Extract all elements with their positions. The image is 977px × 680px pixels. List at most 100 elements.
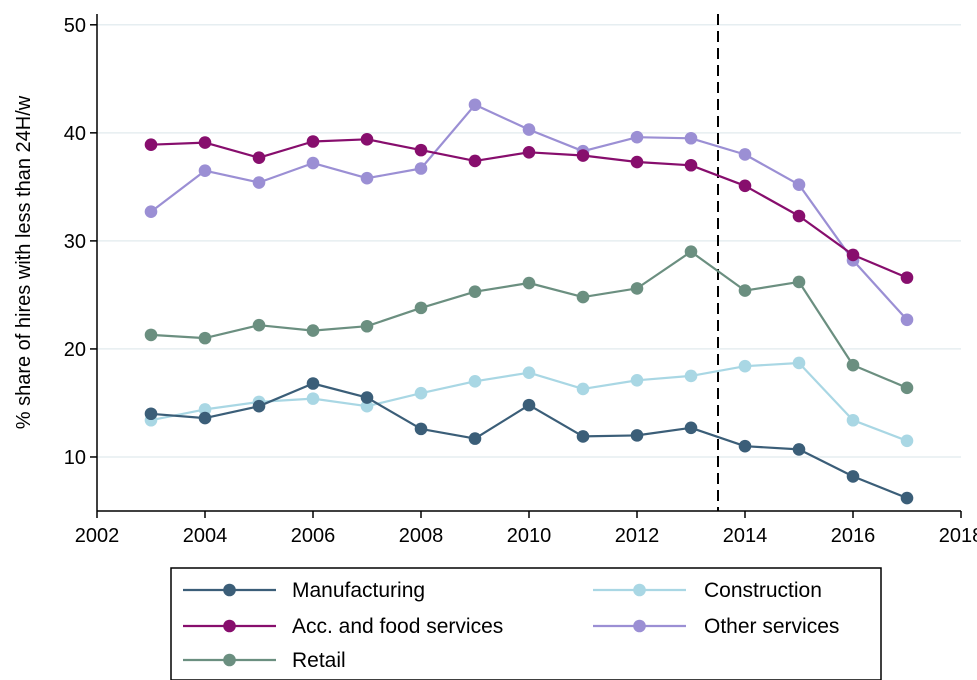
legend-marker-acc-and-food-services <box>223 619 236 633</box>
data-point-manufacturing <box>414 422 428 436</box>
data-point-construction <box>630 373 644 387</box>
legend-marker-other-services <box>633 619 646 633</box>
data-point-retail <box>144 328 158 342</box>
data-point-manufacturing <box>630 429 644 442</box>
legend-label-other-services: Other services <box>704 615 839 638</box>
grid-lines <box>97 24 961 458</box>
data-point-other-services <box>360 171 374 185</box>
data-point-construction <box>576 382 590 396</box>
data-point-other-services <box>792 178 806 192</box>
data-point-manufacturing <box>198 411 212 425</box>
data-point-retail <box>198 331 212 345</box>
data-point-construction <box>414 386 428 400</box>
x-tick-label: 2014 <box>723 525 768 547</box>
data-point-other-services <box>900 313 914 327</box>
data-point-retail <box>522 276 536 290</box>
data-point-retail <box>684 245 698 258</box>
data-point-retail <box>846 358 860 372</box>
data-point-manufacturing <box>252 399 266 413</box>
data-point-construction <box>900 434 914 448</box>
data-point-manufacturing <box>576 430 590 443</box>
y-tick-label: 10 <box>64 447 86 469</box>
x-tick-label: 2012 <box>615 525 660 547</box>
axes: 10 20 30 40 50 2002 2004 2006 2008 2010 2012 2014 20… <box>13 14 977 547</box>
data-point-manufacturing <box>900 491 914 505</box>
data-point-other-services <box>684 131 698 145</box>
x-tick-label: 2004 <box>183 525 228 547</box>
data-point-manufacturing <box>144 407 158 421</box>
data-point-acc-and-food-services <box>576 149 590 162</box>
series-layer <box>144 98 914 505</box>
data-point-construction <box>684 369 698 383</box>
x-tick-label: 2018 <box>939 525 977 547</box>
data-point-construction <box>198 403 212 416</box>
data-point-construction <box>468 375 482 388</box>
data-point-manufacturing <box>306 377 320 390</box>
data-point-other-services <box>306 156 320 170</box>
x-tick-label: 2002 <box>75 525 120 547</box>
data-point-retail <box>360 319 374 333</box>
x-tick-label: 2010 <box>507 525 552 547</box>
data-point-acc-and-food-services <box>792 209 806 223</box>
data-point-other-services <box>738 148 752 161</box>
y-tick-label: 40 <box>64 123 86 145</box>
series-acc-and-food-services <box>144 133 914 284</box>
series-retail <box>144 245 914 395</box>
data-point-acc-and-food-services <box>630 155 644 169</box>
data-point-acc-and-food-services <box>414 143 428 157</box>
data-point-construction <box>306 392 320 405</box>
data-point-manufacturing <box>846 470 860 483</box>
data-point-construction <box>846 413 860 427</box>
legend-marker-construction <box>633 583 646 597</box>
y-tick-label: 50 <box>64 15 86 37</box>
legend-marker-retail <box>223 653 236 667</box>
y-tick-label: 30 <box>64 231 86 253</box>
series-manufacturing <box>144 377 914 505</box>
data-point-other-services <box>522 123 536 136</box>
data-point-manufacturing <box>360 391 374 404</box>
data-point-construction <box>360 399 374 413</box>
data-point-acc-and-food-services <box>522 145 536 159</box>
data-point-other-services <box>468 98 482 112</box>
data-point-acc-and-food-services <box>252 151 266 164</box>
data-point-acc-and-food-services <box>738 179 752 193</box>
data-point-other-services <box>252 176 266 189</box>
data-point-retail <box>792 275 806 289</box>
x-tick-label: 2006 <box>291 525 336 547</box>
data-point-retail <box>252 318 266 332</box>
legend-label-construction: Construction <box>704 579 822 602</box>
data-point-manufacturing <box>468 432 482 445</box>
data-point-acc-and-food-services <box>360 133 374 146</box>
x-tick-label: 2016 <box>831 525 876 547</box>
data-point-acc-and-food-services <box>198 136 212 149</box>
data-point-manufacturing <box>738 439 752 453</box>
legend: Manufacturing Construction Acc. and food s… <box>170 567 882 680</box>
legend-label-manufacturing: Manufacturing <box>292 579 425 602</box>
legend-marker-manufacturing <box>223 583 236 597</box>
data-point-retail <box>630 282 644 295</box>
data-point-retail <box>900 381 914 395</box>
data-point-acc-and-food-services <box>846 248 860 262</box>
data-point-retail <box>738 284 752 297</box>
data-point-retail <box>414 301 428 315</box>
data-point-other-services <box>198 164 212 177</box>
data-point-retail <box>576 290 590 304</box>
data-point-acc-and-food-services <box>468 154 482 168</box>
data-point-acc-and-food-services <box>144 138 158 152</box>
data-point-other-services <box>144 205 158 219</box>
data-point-manufacturing <box>792 443 806 456</box>
data-point-other-services <box>630 130 644 144</box>
data-point-acc-and-food-services <box>900 271 914 284</box>
data-point-acc-and-food-services <box>306 135 320 148</box>
y-tick-label: 20 <box>64 339 86 361</box>
legend-label-acc-and-food-services: Acc. and food services <box>292 615 503 638</box>
data-point-manufacturing <box>522 398 536 412</box>
data-point-manufacturing <box>684 421 698 435</box>
data-point-retail <box>306 324 320 337</box>
data-point-acc-and-food-services <box>684 158 698 172</box>
legend-label-retail: Retail <box>292 649 346 672</box>
y-axis-title: % share of hires with less than 24H/w <box>13 95 35 429</box>
x-tick-label: 2008 <box>399 525 444 547</box>
data-point-retail <box>468 285 482 298</box>
